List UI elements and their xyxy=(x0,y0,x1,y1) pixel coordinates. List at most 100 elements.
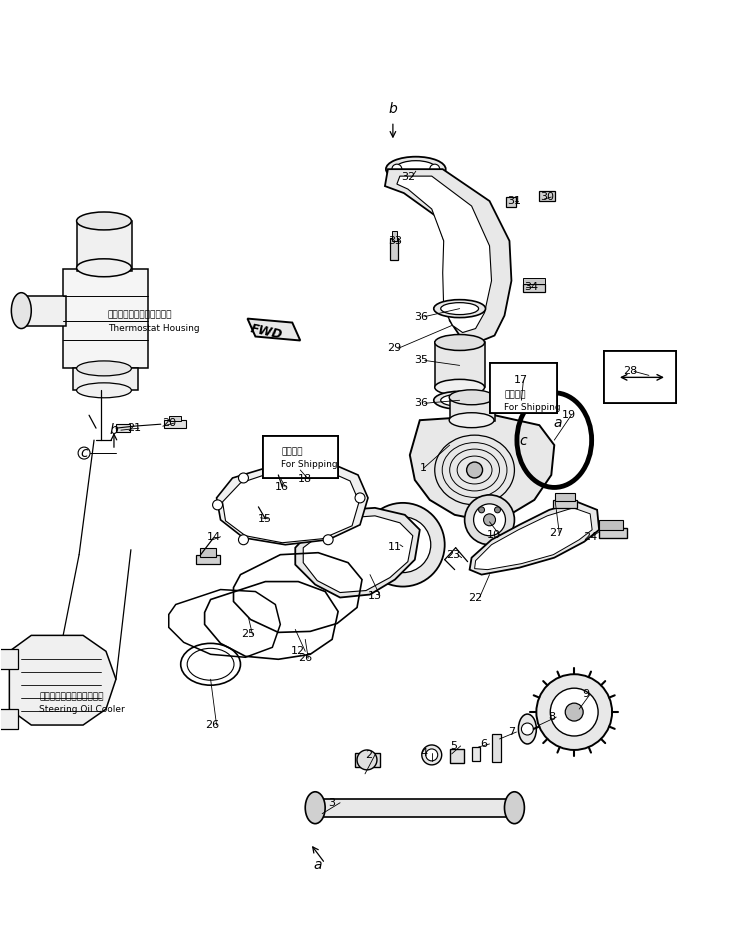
Bar xyxy=(355,753,380,767)
Circle shape xyxy=(465,495,515,545)
Text: For Shipping: For Shipping xyxy=(281,460,338,469)
Circle shape xyxy=(212,500,223,510)
Text: 18: 18 xyxy=(298,474,313,484)
Text: 13: 13 xyxy=(368,590,382,601)
Circle shape xyxy=(521,723,534,735)
Ellipse shape xyxy=(504,792,524,823)
Text: 運輸部品: 運輸部品 xyxy=(504,390,526,399)
Text: a: a xyxy=(314,858,322,872)
Bar xyxy=(315,799,515,817)
Ellipse shape xyxy=(395,160,437,177)
Ellipse shape xyxy=(441,394,479,406)
Circle shape xyxy=(550,688,598,736)
Ellipse shape xyxy=(434,300,485,318)
Bar xyxy=(21,296,66,325)
Ellipse shape xyxy=(77,258,131,276)
Ellipse shape xyxy=(305,792,325,823)
Ellipse shape xyxy=(449,389,494,405)
Bar xyxy=(300,447,305,455)
Bar xyxy=(449,397,495,422)
Circle shape xyxy=(78,447,90,459)
Text: 1: 1 xyxy=(420,463,427,473)
Text: 23: 23 xyxy=(447,550,460,560)
Ellipse shape xyxy=(441,303,479,315)
Circle shape xyxy=(323,457,333,467)
Bar xyxy=(195,554,220,564)
Circle shape xyxy=(361,503,445,587)
Ellipse shape xyxy=(77,361,131,376)
Circle shape xyxy=(239,473,248,483)
Text: 8: 8 xyxy=(549,712,556,722)
Bar xyxy=(556,493,575,501)
Circle shape xyxy=(537,674,612,750)
Polygon shape xyxy=(303,516,413,592)
Bar xyxy=(599,520,623,530)
Ellipse shape xyxy=(434,391,485,409)
Circle shape xyxy=(323,535,333,545)
Circle shape xyxy=(392,164,402,174)
Text: 7: 7 xyxy=(508,727,515,737)
Text: 36: 36 xyxy=(414,398,427,408)
Polygon shape xyxy=(397,176,491,333)
Text: Steering Oil Cooler: Steering Oil Cooler xyxy=(40,705,125,714)
Bar xyxy=(0,650,18,670)
Circle shape xyxy=(484,514,496,526)
Text: FWD: FWD xyxy=(249,322,284,341)
Polygon shape xyxy=(410,415,554,520)
Bar xyxy=(623,360,628,369)
Circle shape xyxy=(357,750,377,769)
Bar xyxy=(507,372,512,380)
Ellipse shape xyxy=(386,157,446,182)
Text: 20: 20 xyxy=(162,418,176,428)
Circle shape xyxy=(239,535,248,545)
Bar xyxy=(63,269,148,369)
Bar xyxy=(471,747,479,761)
Ellipse shape xyxy=(518,714,537,744)
Ellipse shape xyxy=(187,649,234,680)
Bar xyxy=(504,376,512,400)
Text: 14: 14 xyxy=(206,532,220,541)
Text: a: a xyxy=(553,416,561,430)
Text: 6: 6 xyxy=(480,739,487,749)
Text: c: c xyxy=(520,434,527,448)
Text: 30: 30 xyxy=(540,192,554,202)
Polygon shape xyxy=(474,508,592,570)
Bar xyxy=(264,436,338,478)
Text: 12: 12 xyxy=(291,646,305,656)
Text: For Shipping: For Shipping xyxy=(504,404,561,412)
Polygon shape xyxy=(295,508,419,598)
Bar xyxy=(280,443,285,451)
Bar xyxy=(553,500,578,508)
Bar xyxy=(523,278,545,284)
Polygon shape xyxy=(247,319,300,340)
Ellipse shape xyxy=(77,383,131,398)
Text: 25: 25 xyxy=(242,629,255,639)
Circle shape xyxy=(479,507,485,513)
Bar xyxy=(599,528,627,538)
Text: 24: 24 xyxy=(583,532,597,541)
Bar xyxy=(449,749,463,763)
Bar xyxy=(507,197,517,207)
Bar xyxy=(169,416,181,422)
Text: ステアリングオイルクーラ: ステアリングオイルクーラ xyxy=(40,692,104,702)
Circle shape xyxy=(474,504,506,536)
Text: c: c xyxy=(81,446,88,460)
Text: 2: 2 xyxy=(365,750,373,760)
Bar xyxy=(491,734,501,762)
Text: 26: 26 xyxy=(206,720,220,730)
Text: 33: 33 xyxy=(388,236,402,246)
Ellipse shape xyxy=(435,335,485,351)
Ellipse shape xyxy=(449,413,494,428)
Circle shape xyxy=(565,703,583,721)
Bar xyxy=(490,363,557,413)
Bar xyxy=(604,352,676,404)
Text: 35: 35 xyxy=(414,356,427,366)
Text: 10: 10 xyxy=(487,530,501,539)
Text: b: b xyxy=(110,423,119,438)
Text: サーモスタットハウジング: サーモスタットハウジング xyxy=(108,310,173,320)
Text: 11: 11 xyxy=(388,541,402,552)
Bar xyxy=(264,436,338,478)
Text: 運輸部品: 運輸部品 xyxy=(281,447,303,456)
Circle shape xyxy=(466,462,482,478)
Bar xyxy=(392,231,397,240)
